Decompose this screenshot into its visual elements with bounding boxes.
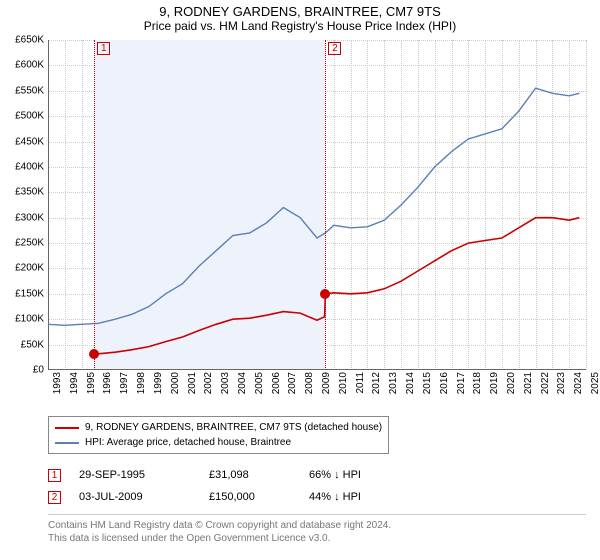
- footer-attribution: Contains HM Land Registry data © Crown c…: [48, 514, 586, 545]
- legend: 9, RODNEY GARDENS, BRAINTREE, CM7 9TS (d…: [48, 416, 389, 454]
- event-line-2: [325, 40, 326, 370]
- x-tick-label: 2010: [338, 372, 349, 394]
- y-tick-label: £250K: [0, 238, 44, 249]
- series-hpi: [48, 88, 579, 325]
- y-tick-label: £650K: [0, 35, 44, 46]
- event-dot-2: [320, 289, 330, 299]
- y-tick-label: £500K: [0, 111, 44, 122]
- event-marker-1: 1: [97, 42, 110, 55]
- chart-title-address: 9, RODNEY GARDENS, BRAINTREE, CM7 9TS: [0, 4, 600, 19]
- x-tick-label: 2009: [321, 372, 332, 394]
- event-diff: 44% ↓ HPI: [309, 491, 389, 503]
- event-price: £150,000: [209, 491, 309, 503]
- y-tick-label: £150K: [0, 288, 44, 299]
- x-tick-label: 2016: [439, 372, 450, 394]
- y-tick-label: £350K: [0, 187, 44, 198]
- x-tick-label: 2011: [355, 372, 366, 394]
- x-tick-label: 2013: [388, 372, 399, 394]
- event-marker-2: 2: [328, 42, 341, 55]
- legend-row-hpi: HPI: Average price, detached house, Brai…: [55, 435, 382, 450]
- x-tick-label: 2005: [254, 372, 265, 394]
- legend-swatch: [55, 442, 79, 444]
- y-tick-label: £200K: [0, 263, 44, 274]
- legend-swatch: [55, 427, 79, 429]
- series-price_paid: [94, 218, 579, 355]
- event-date: 29-SEP-1995: [79, 469, 209, 481]
- x-tick-label: 2017: [456, 372, 467, 394]
- x-tick-label: 2012: [371, 372, 382, 394]
- x-tick-label: 2024: [573, 372, 584, 394]
- event-date: 03-JUL-2009: [79, 491, 209, 503]
- chart-title-sub: Price paid vs. HM Land Registry's House …: [0, 19, 600, 33]
- x-tick-label: 2015: [422, 372, 433, 394]
- x-tick-label: 2007: [287, 372, 298, 394]
- x-tick-label: 2001: [187, 372, 198, 394]
- x-tick-label: 1995: [86, 372, 97, 394]
- x-tick-label: 2021: [523, 372, 534, 394]
- x-tick-label: 2006: [271, 372, 282, 394]
- x-tick-label: 2004: [237, 372, 248, 394]
- chart-lines: [48, 40, 586, 370]
- legend-label: 9, RODNEY GARDENS, BRAINTREE, CM7 9TS (d…: [85, 422, 382, 433]
- x-tick-label: 2019: [489, 372, 500, 394]
- x-tick-label: 1997: [119, 372, 130, 394]
- chart-container: 9, RODNEY GARDENS, BRAINTREE, CM7 9TS Pr…: [0, 0, 600, 560]
- footer-line-2: This data is licensed under the Open Gov…: [48, 532, 586, 545]
- y-tick-label: £300K: [0, 212, 44, 223]
- x-tick-label: 1994: [69, 372, 80, 394]
- x-tick-label: 2003: [220, 372, 231, 394]
- legend-row-price_paid: 9, RODNEY GARDENS, BRAINTREE, CM7 9TS (d…: [55, 420, 382, 435]
- x-tick-label: 2014: [405, 372, 416, 394]
- x-tick-label: 1996: [102, 372, 113, 394]
- x-tick-label: 2008: [304, 372, 315, 394]
- x-tick-label: 2022: [540, 372, 551, 394]
- y-tick-label: £600K: [0, 60, 44, 71]
- event-row-2: 2 03-JUL-2009£150,00044% ↓ HPI: [48, 486, 389, 508]
- y-tick-label: £0: [0, 365, 44, 376]
- event-row-marker: 2: [48, 491, 61, 504]
- y-tick-label: £100K: [0, 314, 44, 325]
- x-tick-label: 2018: [472, 372, 483, 394]
- event-price: £31,098: [209, 469, 309, 481]
- x-tick-label: 2020: [506, 372, 517, 394]
- x-tick-label: 2025: [590, 372, 600, 394]
- x-tick-label: 1993: [52, 372, 63, 394]
- event-line-1: [94, 40, 95, 370]
- y-tick-label: £450K: [0, 136, 44, 147]
- x-tick-label: 1998: [136, 372, 147, 394]
- event-table: 1 29-SEP-1995£31,09866% ↓ HPI 2 03-JUL-2009…: [48, 464, 389, 508]
- x-tick-label: 1999: [153, 372, 164, 394]
- y-tick-label: £550K: [0, 85, 44, 96]
- event-row-1: 1 29-SEP-1995£31,09866% ↓ HPI: [48, 464, 389, 486]
- x-gridline: [586, 40, 587, 370]
- event-row-marker: 1: [48, 469, 61, 482]
- footer-line-1: Contains HM Land Registry data © Crown c…: [48, 519, 586, 532]
- x-tick-label: 2023: [556, 372, 567, 394]
- event-diff: 66% ↓ HPI: [309, 469, 389, 481]
- event-dot-1: [89, 349, 99, 359]
- legend-label: HPI: Average price, detached house, Brai…: [85, 437, 291, 448]
- y-tick-label: £50K: [0, 339, 44, 350]
- x-tick-label: 2002: [203, 372, 214, 394]
- y-tick-label: £400K: [0, 161, 44, 172]
- x-tick-label: 2000: [170, 372, 181, 394]
